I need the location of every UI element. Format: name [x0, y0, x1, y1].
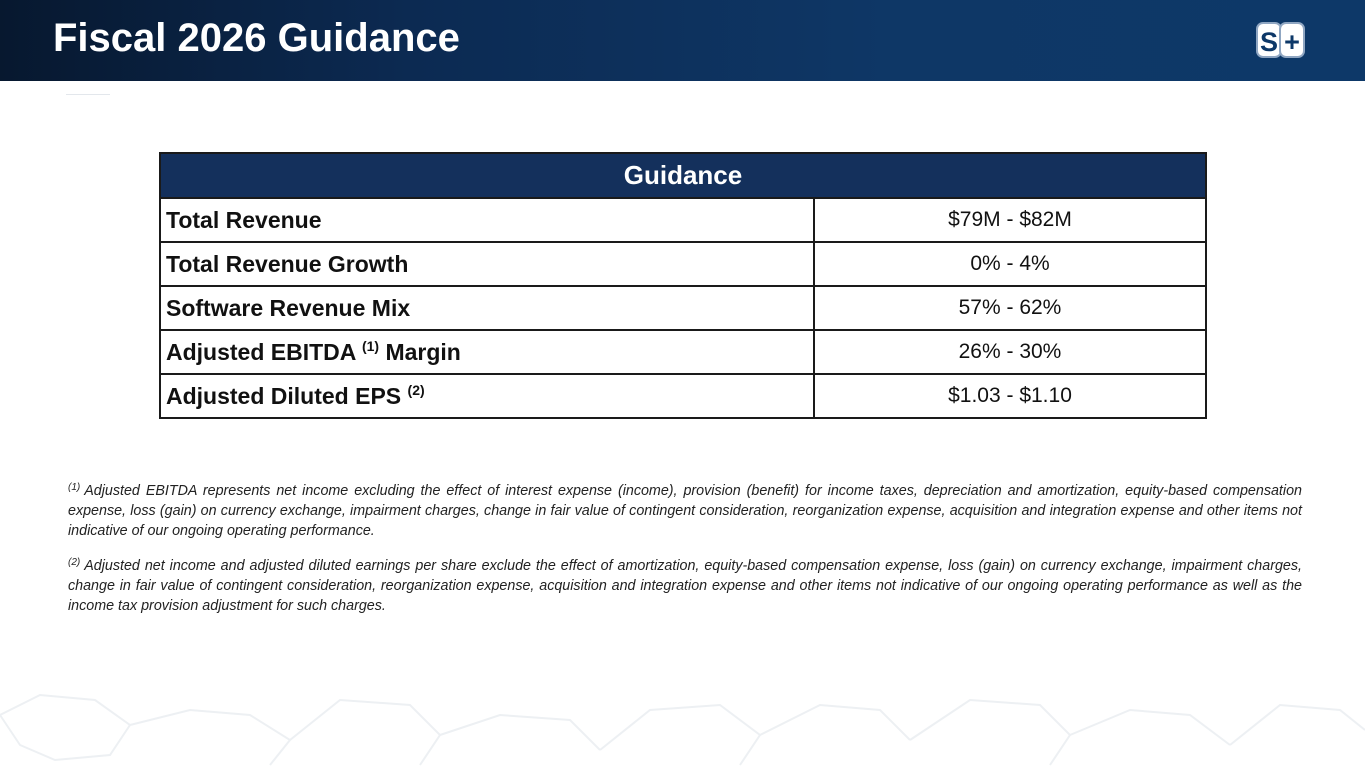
row-label: Software Revenue Mix [159, 285, 815, 331]
row-label-text: Total Revenue [166, 206, 322, 233]
table-row: Adjusted Diluted EPS (2) $1.03 - $1.10 [159, 373, 1207, 419]
logo-letter-s: S [1256, 22, 1282, 58]
row-label: Total Revenue [159, 197, 815, 243]
footnotes: (1) Adjusted EBITDA represents net income… [68, 481, 1302, 631]
footnote-text: Adjusted net income and adjusted diluted… [68, 558, 1302, 614]
row-value: 26% - 30% [813, 329, 1207, 375]
company-logo-icon: S + [1256, 22, 1308, 60]
footnote-marker: (1) [68, 482, 81, 493]
row-value: $1.03 - $1.10 [813, 373, 1207, 419]
row-label-text: Adjusted Diluted EPS [166, 382, 402, 409]
row-value: $79M - $82M [813, 197, 1207, 243]
footnote-1: (1) Adjusted EBITDA represents net income… [68, 481, 1302, 541]
row-label-suffix: Margin [385, 338, 461, 365]
hexagon-background-pattern [0, 693, 1365, 766]
row-label: Adjusted Diluted EPS (2) [159, 373, 815, 419]
row-label-text: Adjusted EBITDA [166, 338, 356, 365]
table-heading: Guidance [159, 152, 1207, 199]
table-row: Total Revenue Growth 0% - 4% [159, 241, 1207, 287]
divider [66, 94, 110, 95]
table-row: Software Revenue Mix 57% - 62% [159, 285, 1207, 331]
guidance-table: Guidance Total Revenue $79M - $82M Total… [159, 152, 1207, 419]
table-row: Adjusted EBITDA (1) Margin 26% - 30% [159, 329, 1207, 375]
row-label: Total Revenue Growth [159, 241, 815, 287]
row-value: 0% - 4% [813, 241, 1207, 287]
row-label-text: Software Revenue Mix [166, 294, 411, 321]
row-label: Adjusted EBITDA (1) Margin [159, 329, 815, 375]
page-title: Fiscal 2026 Guidance [53, 16, 460, 60]
footnote-marker: (2) [407, 381, 425, 398]
table-row: Total Revenue $79M - $82M [159, 197, 1207, 243]
footnote-marker: (2) [68, 557, 81, 568]
footnote-text: Adjusted EBITDA represents net income ex… [68, 483, 1302, 539]
logo-letter-plus: + [1279, 22, 1305, 58]
row-value: 57% - 62% [813, 285, 1207, 331]
header-bar: Fiscal 2026 Guidance S + [0, 0, 1365, 81]
row-label-text: Total Revenue Growth [166, 250, 409, 277]
footnote-2: (2) Adjusted net income and adjusted dilu… [68, 556, 1302, 616]
footnote-marker: (1) [361, 337, 380, 354]
